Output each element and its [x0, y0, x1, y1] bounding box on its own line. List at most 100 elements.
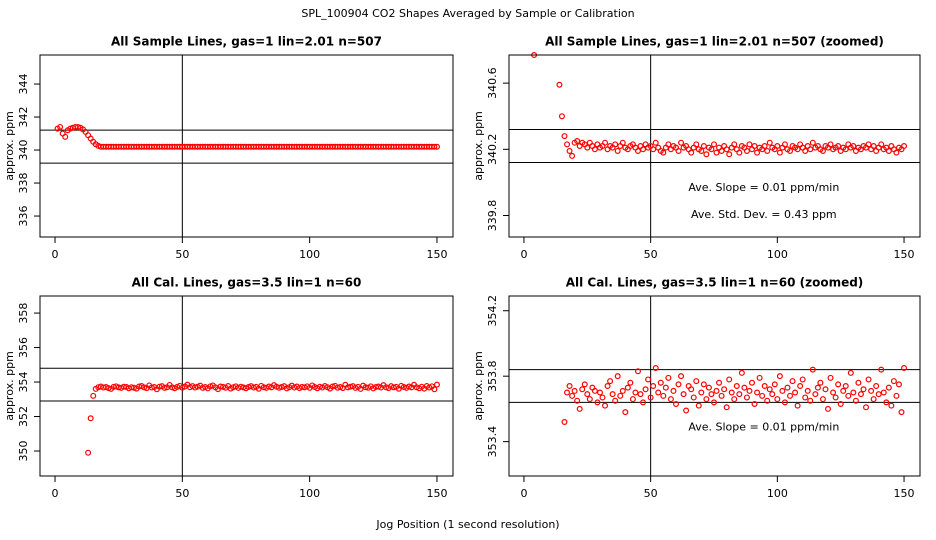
- data-point: [776, 149, 783, 156]
- data-point: [860, 386, 867, 393]
- y-tick-label: 354.2: [486, 295, 499, 327]
- data-point: [827, 141, 834, 148]
- data-point: [713, 387, 720, 394]
- data-point: [865, 376, 872, 383]
- data-point: [749, 379, 756, 386]
- data-point: [754, 149, 761, 156]
- data-point: [835, 143, 842, 150]
- data-point: [888, 402, 895, 409]
- data-point: [895, 381, 902, 388]
- data-point: [698, 147, 705, 154]
- data-point: [678, 373, 685, 380]
- data-point: [901, 143, 908, 150]
- y-tick-label: 340.6: [486, 67, 499, 99]
- data-point: [599, 394, 606, 401]
- data-point: [675, 381, 682, 388]
- data-point: [761, 143, 768, 150]
- x-tick-label: 0: [520, 248, 527, 261]
- y-tick-label: 342: [17, 107, 30, 128]
- data-point: [614, 147, 621, 154]
- x-axis-label: Jog Position (1 second resolution): [375, 518, 559, 531]
- data-point: [807, 146, 814, 153]
- panel-title: All Cal. Lines, gas=3.5 lin=1 n=60: [132, 276, 362, 290]
- data-point: [569, 392, 576, 399]
- data-point: [660, 149, 667, 156]
- data-point: [571, 387, 578, 394]
- y-tick-label: 339.8: [486, 200, 499, 232]
- data-point: [726, 151, 733, 158]
- data-point: [690, 394, 697, 401]
- data-point: [754, 389, 761, 396]
- data-point: [665, 141, 672, 148]
- data-point: [675, 147, 682, 154]
- data-point: [566, 147, 573, 154]
- data-point: [721, 386, 728, 393]
- x-tick-label: 0: [52, 487, 59, 500]
- data-point: [688, 386, 695, 393]
- data-point: [695, 402, 702, 409]
- data-point: [594, 399, 601, 406]
- data-point: [650, 383, 657, 390]
- annotation: Ave. Slope = 0.01 ppm/min: [688, 420, 839, 433]
- data-point: [802, 147, 809, 154]
- data-point: [561, 419, 568, 426]
- data-point: [670, 387, 677, 394]
- data-point: [431, 386, 438, 393]
- data-point: [766, 139, 773, 146]
- data-point: [857, 391, 864, 398]
- x-tick-label: 100: [767, 248, 788, 261]
- data-point: [627, 379, 634, 386]
- y-tick-label: 356: [17, 337, 30, 358]
- data-point: [878, 141, 885, 148]
- data-point: [743, 147, 750, 154]
- data-point: [705, 384, 712, 391]
- data-point: [787, 392, 794, 399]
- data-point: [738, 369, 745, 376]
- data-point: [850, 143, 857, 150]
- data-point: [812, 391, 819, 398]
- data-point: [901, 365, 908, 372]
- data-point: [898, 409, 905, 416]
- data-point: [683, 407, 690, 414]
- data-point: [640, 146, 647, 153]
- x-tick-label: 50: [644, 248, 658, 261]
- data-point: [736, 149, 743, 156]
- data-point: [792, 389, 799, 396]
- x-tick-label: 150: [894, 487, 915, 500]
- data-point: [564, 141, 571, 148]
- data-point: [746, 387, 753, 394]
- data-point: [761, 383, 768, 390]
- data-point: [662, 384, 669, 391]
- data-point: [678, 139, 685, 146]
- data-point: [634, 368, 641, 375]
- annotation: Ave. Std. Dev. = 0.43 ppm: [691, 208, 837, 221]
- data-point: [584, 144, 591, 151]
- data-point: [657, 379, 664, 386]
- data-point: [807, 397, 814, 404]
- data-point: [632, 389, 639, 396]
- data-point: [743, 394, 750, 401]
- y-tick-label: 350: [17, 441, 30, 462]
- data-point: [579, 386, 586, 393]
- data-point: [756, 374, 763, 381]
- data-point: [584, 391, 591, 398]
- page-title: SPL_100904 CO2 Shapes Averaged by Sample…: [301, 7, 634, 20]
- data-point: [847, 369, 854, 376]
- data-point: [569, 152, 576, 159]
- data-point: [774, 396, 781, 403]
- plot-frame: [39, 54, 454, 238]
- data-point: [665, 374, 672, 381]
- data-point: [736, 391, 743, 398]
- data-point: [161, 384, 168, 391]
- data-point: [726, 376, 733, 383]
- data-point: [556, 81, 563, 88]
- data-point: [814, 384, 821, 391]
- data-point: [652, 139, 659, 146]
- data-point: [771, 381, 778, 388]
- data-point: [672, 401, 679, 408]
- annotation: Ave. Slope = 0.01 ppm/min: [688, 181, 839, 194]
- y-tick-label: 358: [17, 303, 30, 324]
- data-point: [642, 386, 649, 393]
- data-point: [769, 391, 776, 398]
